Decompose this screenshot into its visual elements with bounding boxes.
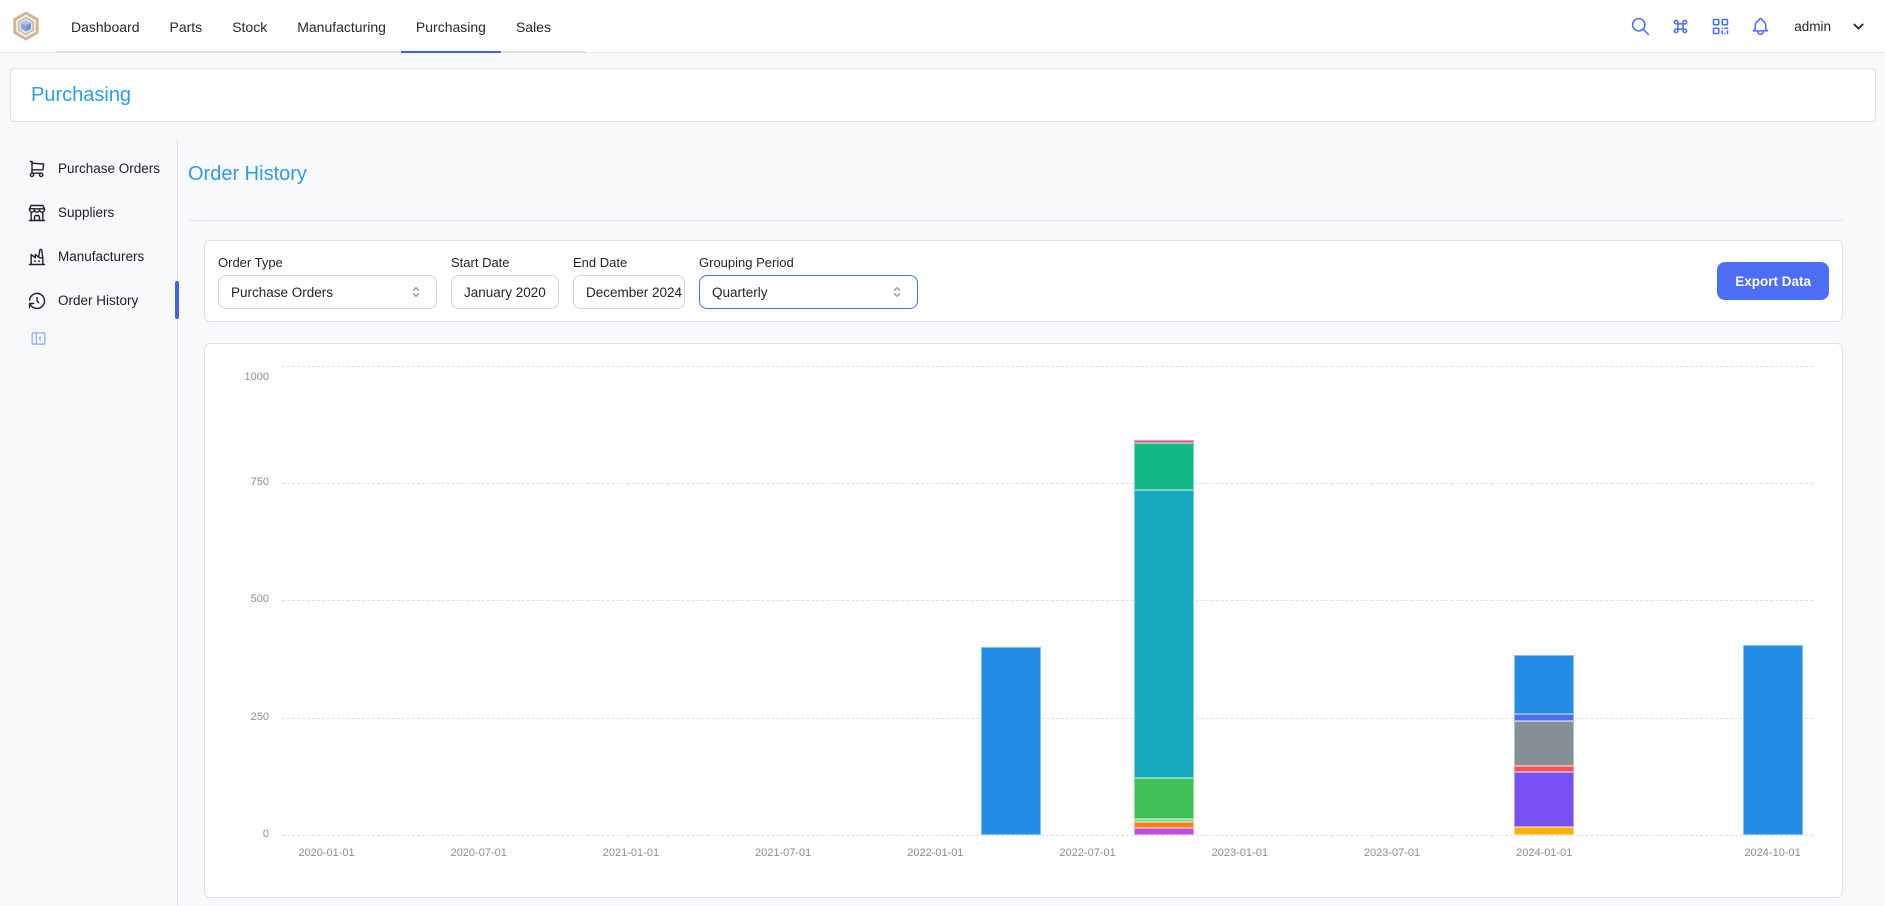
x-axis-tick: 2024-01-01: [1516, 847, 1573, 859]
command-icon[interactable]: [1670, 16, 1691, 37]
shopping-cart-icon: [27, 159, 47, 179]
app-logo-icon[interactable]: [10, 10, 42, 42]
bar-segment: [1514, 771, 1575, 828]
bar-segment: [1514, 765, 1575, 772]
selector-icon: [408, 284, 424, 300]
bar-segment: [1742, 645, 1803, 835]
sidebar-divider: [177, 140, 178, 906]
search-icon[interactable]: [1630, 16, 1651, 37]
tab-purchasing[interactable]: Purchasing: [400, 7, 501, 53]
x-axis-tick: 2022-01-01: [907, 847, 964, 859]
gridline-0: [282, 835, 1813, 836]
history-icon: [27, 291, 47, 311]
page-title: Purchasing: [31, 83, 132, 106]
x-axis-tick: 2021-07-01: [755, 847, 812, 859]
top-navbar: Dashboard Parts Stock Manufacturing Purchasi…: [0, 0, 1885, 53]
bar-segment: [1133, 440, 1194, 444]
x-axis-tick: 2020-07-01: [450, 847, 507, 859]
bar-2024-01-01[interactable]: [1514, 655, 1575, 835]
qrcode-icon[interactable]: [1710, 16, 1731, 37]
page-header-card: Purchasing: [10, 68, 1876, 122]
sidebar-item-label: Manufacturers: [58, 249, 145, 264]
bar-segment: [1133, 490, 1194, 778]
bar-segment: [1514, 720, 1575, 766]
content-title: Order History: [188, 163, 307, 185]
bar-segment: [1133, 819, 1194, 822]
gridline-500: [282, 600, 1813, 602]
bell-icon[interactable]: [1750, 16, 1771, 37]
filter-grouping-period: Grouping Period Quarterly: [699, 255, 918, 309]
user-name[interactable]: admin: [1794, 18, 1831, 34]
building-store-icon: [27, 203, 47, 223]
order-history-chart-card: 0 250 500 750 1000 2020-01-01 2020-07-01 2021-0…: [204, 343, 1843, 898]
chevron-down-icon[interactable]: [1850, 18, 1867, 35]
bar-segment: [1514, 827, 1575, 835]
bar-segment: [1514, 713, 1575, 721]
x-axis-tick: 2023-01-01: [1211, 847, 1268, 859]
filter-order-type: Order Type Purchase Orders: [218, 255, 437, 309]
factory-icon: [27, 247, 47, 267]
sidebar-collapse-icon[interactable]: [30, 330, 47, 347]
tab-dashboard[interactable]: Dashboard: [71, 18, 140, 35]
filter-value: December 2024: [586, 284, 683, 300]
filter-value: Purchase Orders: [231, 284, 334, 300]
title-divider: [189, 220, 1843, 221]
gridline-250: [282, 717, 1813, 719]
filter-label-grouping-period: Grouping Period: [699, 255, 794, 270]
selector-icon: [889, 284, 905, 300]
bar-segment: [1133, 443, 1194, 491]
x-axis-tick: 2021-01-01: [602, 847, 660, 859]
y-axis-tick: 1000: [244, 370, 269, 383]
gridline-1000: [282, 365, 1813, 367]
y-axis-tick: 500: [250, 593, 269, 606]
y-axis-tick: 250: [250, 710, 269, 723]
sidebar-nav: Purchase Orders Suppliers Manufacturers Ord…: [27, 150, 175, 319]
input-start-date[interactable]: January 2020: [451, 275, 559, 309]
sidebar-item-order-history[interactable]: Order History: [27, 282, 175, 319]
bar-segment: [1133, 827, 1194, 835]
sidebar-item-manufacturers[interactable]: Manufacturers: [27, 238, 175, 275]
sidebar-item-label: Order History: [58, 293, 139, 308]
export-data-button[interactable]: Export Data: [1717, 262, 1829, 300]
select-grouping-period[interactable]: Quarterly: [699, 275, 918, 309]
bar-segment: [1133, 777, 1194, 820]
bar-segment: [1514, 655, 1575, 714]
main-nav-tabs: Dashboard Parts Stock Manufacturing Purchasi…: [56, 7, 586, 53]
tab-parts[interactable]: Parts: [169, 18, 203, 35]
bar-segment: [981, 647, 1042, 835]
x-axis-tick: 2023-07-01: [1363, 847, 1421, 859]
filter-toolbar: Order Type Purchase Orders Start Date Janua…: [204, 240, 1843, 322]
bar-2022-04-01[interactable]: [981, 647, 1042, 835]
order-history-chart: 0 250 500 750 1000 2020-01-01 2020-07-01 2021-0…: [205, 344, 1842, 897]
bar-segment: [1133, 821, 1194, 828]
y-axis-tick: 750: [250, 476, 269, 489]
filter-end-date: End Date December 2024: [573, 255, 685, 309]
select-order-type[interactable]: Purchase Orders: [218, 275, 437, 309]
sidebar-item-label: Suppliers: [58, 205, 115, 220]
sidebar-item-purchase-orders[interactable]: Purchase Orders: [27, 150, 175, 187]
bar-2022-10-01[interactable]: [1133, 440, 1194, 835]
tab-sales[interactable]: Sales: [515, 18, 551, 35]
gridline-750: [282, 483, 1813, 485]
tab-manufacturing[interactable]: Manufacturing: [297, 18, 386, 35]
sidebar-item-suppliers[interactable]: Suppliers: [27, 194, 175, 231]
x-axis-tick: 2020-01-01: [298, 847, 355, 859]
tab-stock[interactable]: Stock: [232, 18, 268, 35]
filter-value: January 2020: [464, 284, 546, 300]
input-end-date[interactable]: December 2024: [573, 275, 685, 309]
bar-2024-10-01[interactable]: [1742, 645, 1803, 835]
filter-start-date: Start Date January 2020: [451, 255, 559, 309]
x-axis-tick: 2022-07-01: [1059, 847, 1116, 859]
sidebar-item-label: Purchase Orders: [58, 161, 161, 176]
x-axis-tick: 2024-10-01: [1744, 847, 1801, 859]
filter-value: Quarterly: [712, 284, 768, 300]
filter-label-order-type: Order Type: [218, 255, 283, 270]
filter-label-end-date: End Date: [573, 255, 628, 270]
y-axis-tick: 0: [262, 828, 269, 840]
sidebar-active-indicator: [175, 281, 179, 319]
filter-label-start-date: Start Date: [451, 255, 510, 270]
navbar-actions: admin: [1630, 16, 1867, 37]
